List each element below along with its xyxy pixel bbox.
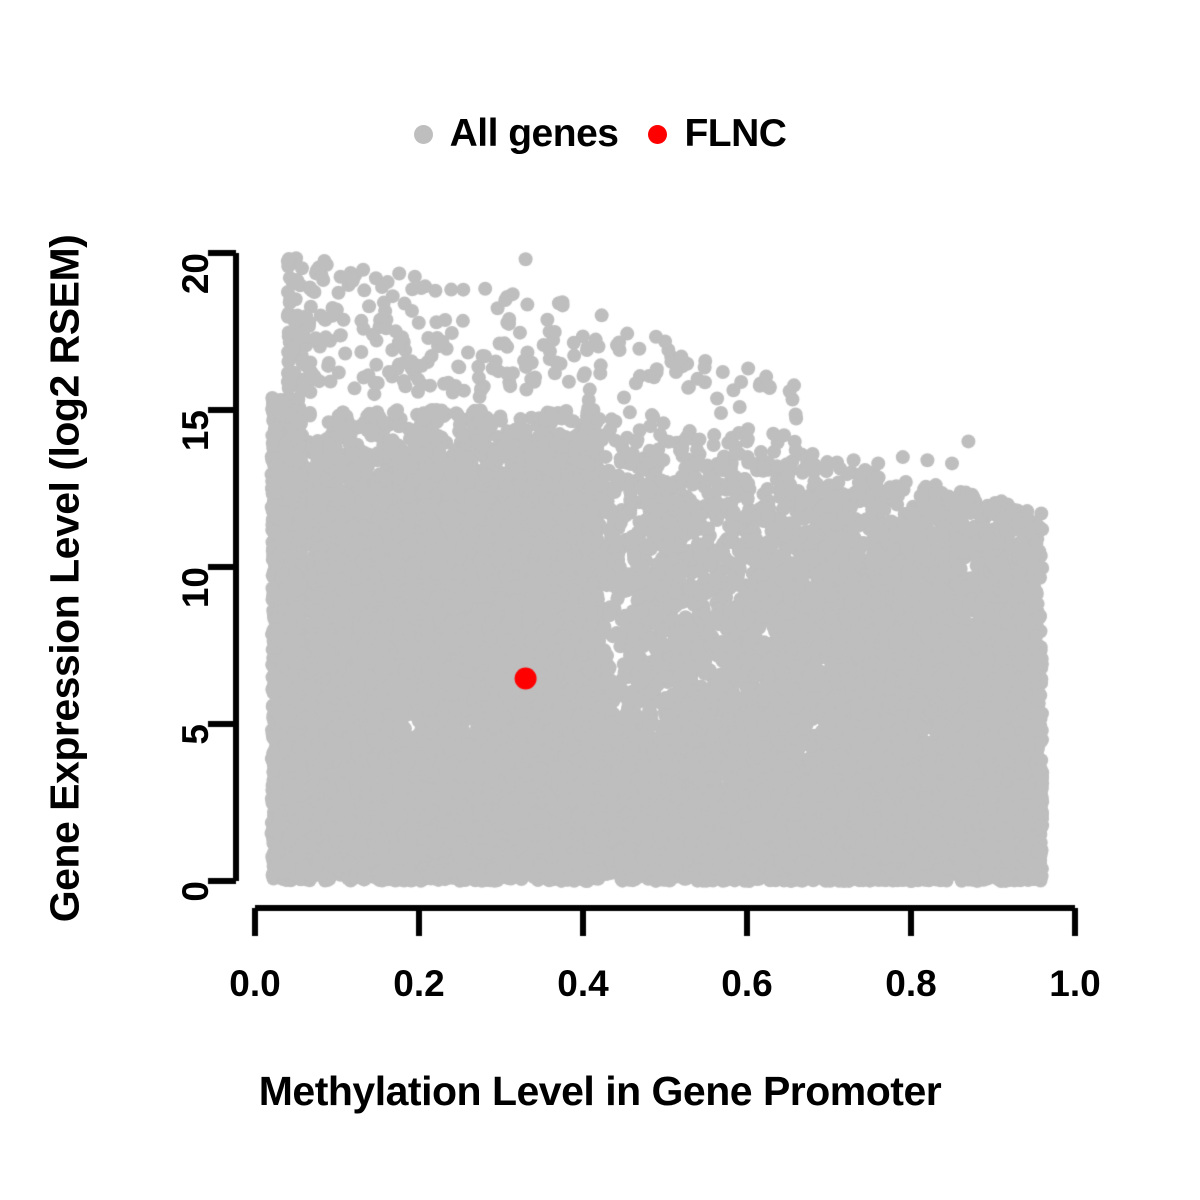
y-tick-label: 20 <box>175 253 216 295</box>
y-tick-label: 10 <box>175 567 216 609</box>
x-axis-title: Methylation Level in Gene Promoter <box>258 1068 942 1114</box>
y-tick-label: 0 <box>175 881 216 902</box>
x-tick-label: 0.8 <box>885 963 937 1004</box>
y-tick-label: 15 <box>175 410 216 452</box>
y-axis-title: Gene Expression Level (log2 RSEM) <box>41 234 88 923</box>
y-tick-label: 5 <box>175 724 216 745</box>
x-tick-label: 0.0 <box>229 963 281 1004</box>
x-tick-label: 0.6 <box>721 963 773 1004</box>
x-tick-label: 0.4 <box>557 963 609 1004</box>
x-tick-label: 1.0 <box>1049 963 1101 1004</box>
x-tick-label: 0.2 <box>393 963 445 1004</box>
